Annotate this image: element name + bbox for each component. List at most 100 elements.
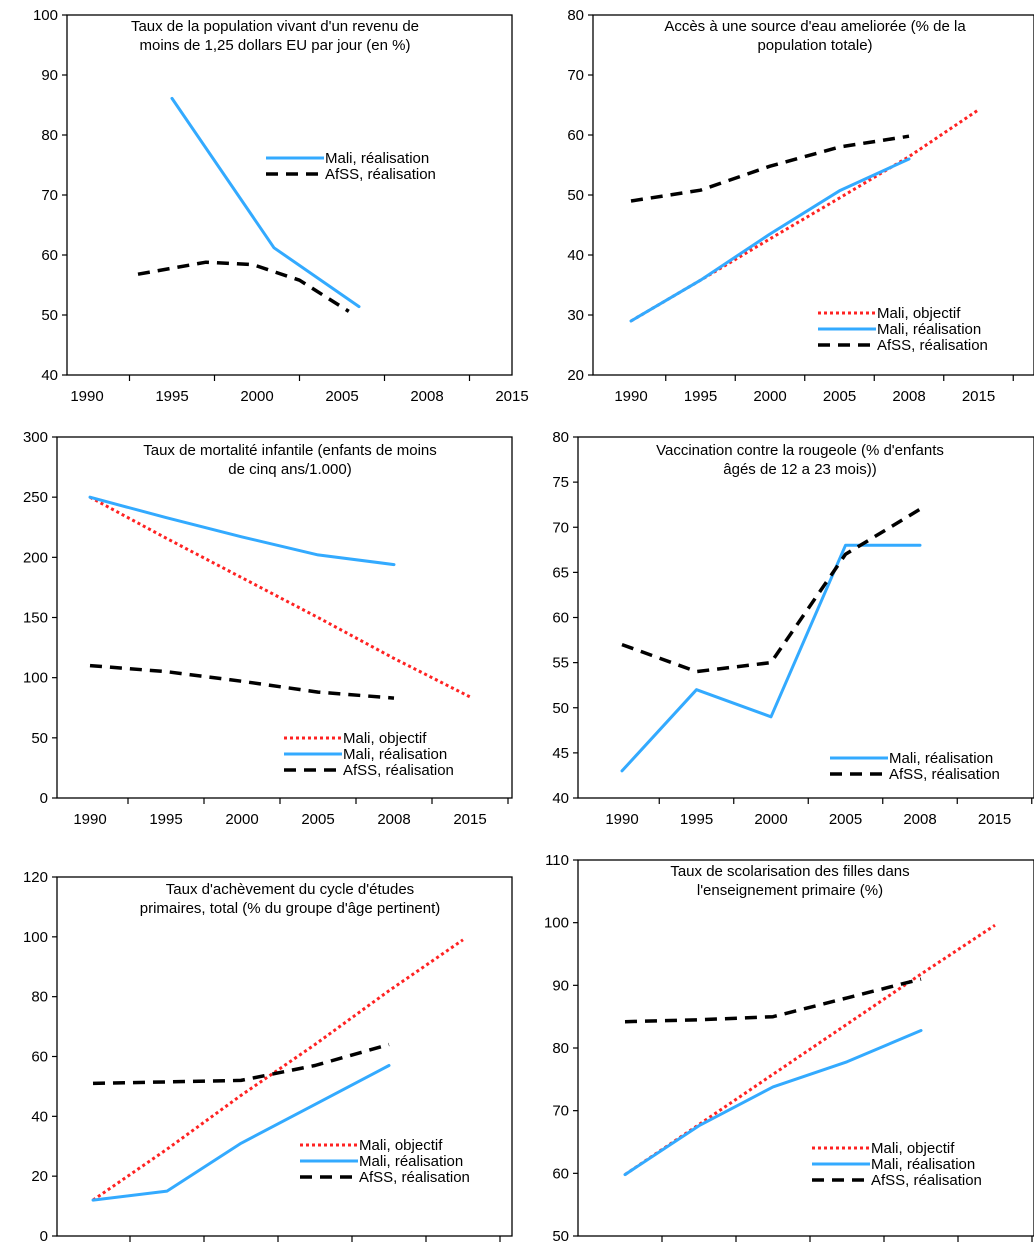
x-tick-label: 2015 (978, 811, 1011, 828)
legend-label: Mali, réalisation (325, 150, 429, 167)
y-tick-label: 100 (23, 670, 48, 687)
chart-title: de cinq ans/1.000) (228, 461, 351, 478)
chart-panel-4: 40 45 50 55 60 65 70 75 80 1990 1995 2000 2005 2008 20… (552, 429, 1034, 828)
y-tick-label: 80 (552, 1040, 569, 1057)
y-tick-label: 100 (544, 915, 569, 932)
y-tick-label: 0 (40, 790, 48, 807)
x-tick-label: 2000 (754, 811, 787, 828)
x-tick-label: 2015 (453, 811, 486, 828)
y-tick-label: 90 (41, 67, 58, 84)
series-line (92, 1042, 390, 1086)
x-tick-label: 2008 (892, 388, 925, 405)
x-tick-label: 1990 (73, 811, 106, 828)
x-tick-label: 2000 (753, 388, 786, 405)
y-tick-label: 70 (567, 67, 584, 84)
x-tick-label: 2005 (823, 388, 856, 405)
legend-label: AfSS, réalisation (359, 1169, 470, 1186)
chart-title: Taux de la population vivant d'un revenu… (131, 18, 419, 35)
chart-title: Accès à une source d'eau ameliorée (% de… (664, 18, 966, 35)
y-tick-label: 110 (545, 852, 569, 869)
y-tick-label: 70 (41, 187, 58, 204)
chart-title: Taux de mortalité infantile (enfants de … (143, 442, 437, 459)
y-tick-label: 80 (31, 989, 48, 1006)
y-tick-label: 200 (23, 549, 48, 566)
x-tick-label: 2008 (903, 811, 936, 828)
series-line (620, 543, 922, 773)
chart-title: Vaccination contre la rougeole (% d'enfa… (656, 442, 944, 459)
y-tick-label: 40 (552, 790, 569, 807)
legend-label: AfSS, réalisation (871, 1172, 982, 1189)
y-tick-label: 60 (567, 127, 584, 144)
y-tick-label: 60 (552, 1165, 569, 1182)
series-line (89, 495, 471, 699)
chart-panel-2: 20 30 40 50 60 70 80 1990 1995 2000 2005 2008 2015 Ac… (567, 7, 1034, 405)
legend-label: AfSS, réalisation (325, 166, 436, 183)
x-tick-label: 2015 (495, 388, 528, 405)
y-tick-label: 80 (552, 429, 569, 446)
series-line (624, 977, 922, 1024)
legend-label: Mali, objectif (359, 1137, 443, 1154)
y-tick-label: 40 (41, 367, 58, 384)
y-tick-label: 40 (31, 1108, 48, 1125)
y-tick-label: 50 (31, 730, 48, 747)
chart-title: Taux d'achèvement du cycle d'études (166, 881, 414, 898)
legend-label: Mali, réalisation (871, 1156, 975, 1173)
series-line (170, 96, 361, 309)
legend-label: Mali, objectif (343, 730, 427, 747)
x-tick-label: 2005 (829, 811, 862, 828)
y-tick-label: 75 (552, 474, 569, 491)
chart-title: l'enseignement primaire (%) (697, 882, 883, 899)
y-tick-label: 100 (33, 7, 58, 24)
series-line (137, 260, 350, 313)
chart-title: âgés de 12 a 23 mois)) (723, 461, 876, 478)
series-line (88, 495, 396, 567)
legend-label: AfSS, réalisation (343, 762, 454, 779)
x-tick-label: 1990 (70, 388, 103, 405)
y-tick-label: 30 (567, 307, 584, 324)
series-line (623, 1029, 923, 1177)
y-tick-label: 50 (567, 187, 584, 204)
x-tick-label: 1990 (614, 388, 647, 405)
y-tick-label: 300 (23, 429, 48, 446)
series-line (92, 938, 464, 1202)
y-tick-label: 70 (552, 519, 569, 536)
y-tick-label: 150 (23, 610, 48, 627)
y-tick-label: 90 (552, 977, 569, 994)
series-line (621, 507, 921, 674)
x-tick-label: 2000 (240, 388, 273, 405)
chart-panel-3: 0 50 100 150 200 250 300 1990 1995 2000 2005 2008 20… (23, 429, 513, 828)
series-line (89, 663, 395, 700)
series-line (91, 1064, 391, 1202)
legend-label: Mali, objectif (877, 305, 961, 322)
legend-label: Mali, réalisation (359, 1153, 463, 1170)
x-tick-label: 2005 (301, 811, 334, 828)
x-tick-label: 2005 (325, 388, 358, 405)
y-tick-label: 45 (552, 745, 569, 762)
legend-label: AfSS, réalisation (889, 766, 1000, 783)
y-tick-label: 250 (23, 489, 48, 506)
y-tick-label: 80 (567, 7, 584, 24)
x-tick-label: 2008 (410, 388, 443, 405)
y-tick-label: 100 (23, 929, 48, 946)
series-line (630, 134, 910, 203)
y-tick-label: 40 (567, 247, 584, 264)
x-tick-label: 2015 (962, 388, 995, 405)
x-tick-label: 2008 (377, 811, 410, 828)
x-tick-label: 1995 (155, 388, 188, 405)
y-tick-label: 20 (31, 1168, 48, 1185)
legend-label: Mali, réalisation (343, 746, 447, 763)
y-tick-label: 60 (552, 610, 569, 627)
chart-title: Taux de scolarisation des filles dans (670, 863, 909, 880)
plot-frame (56, 436, 513, 799)
chart-panel-6: 5060708090100110199019952000200520082015… (544, 852, 1034, 1245)
legend-label: AfSS, réalisation (877, 337, 988, 354)
y-tick-label: 120 (23, 869, 48, 886)
y-tick-label: 50 (552, 1228, 569, 1245)
legend-label: Mali, objectif (871, 1140, 955, 1157)
y-tick-label: 60 (31, 1049, 48, 1066)
chart-title: population totale) (757, 37, 872, 54)
legend-label: Mali, réalisation (889, 750, 993, 767)
x-tick-label: 1990 (605, 811, 638, 828)
chart-panel-5: 020406080100120199019952000200520082015T… (23, 869, 513, 1245)
